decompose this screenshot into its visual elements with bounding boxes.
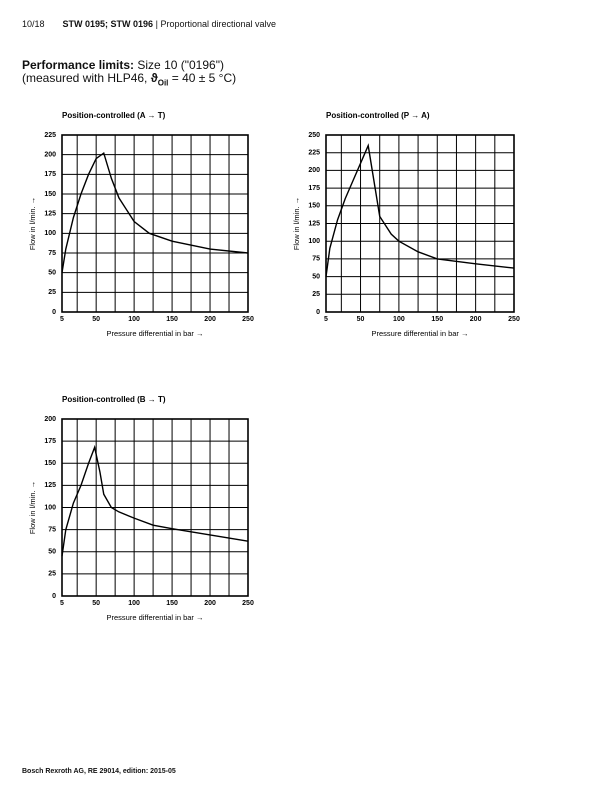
x-tick-label: 5 <box>324 316 328 323</box>
x-tick-label: 150 <box>166 600 178 607</box>
y-tick-label: 125 <box>44 482 56 489</box>
subject: Proportional directional valve <box>160 19 277 29</box>
y-tick-label: 125 <box>308 220 320 227</box>
y-tick-label: 250 <box>308 132 320 139</box>
x-axis-label: Pressure differential in bar → <box>107 613 204 622</box>
separator: | <box>155 19 158 29</box>
heading-text: Size 10 ("0196") <box>137 58 224 72</box>
y-tick-label: 0 <box>316 309 320 316</box>
y-tick-label: 100 <box>44 504 56 511</box>
x-tick-label: 200 <box>470 316 482 323</box>
y-tick-label: 200 <box>44 152 56 159</box>
x-tick-label: 5 <box>60 600 64 607</box>
y-tick-label: 75 <box>312 256 320 263</box>
y-tick-label: 125 <box>44 211 56 218</box>
curve <box>61 444 249 557</box>
x-tick-label: 250 <box>242 316 254 323</box>
y-tick-label: 75 <box>48 250 56 257</box>
x-tick-label: 200 <box>204 316 216 323</box>
y-axis-label: Flow in l/min. → <box>28 197 37 250</box>
x-tick-label: 5 <box>60 316 64 323</box>
y-tick-label: 25 <box>48 571 56 578</box>
x-tick-label: 200 <box>204 600 216 607</box>
y-tick-label: 200 <box>308 167 320 174</box>
heading-line: = 40 ± 5 °C) <box>168 71 237 85</box>
chart-title: Position-controlled (A → T) <box>62 111 166 120</box>
x-axis-label: Pressure differential in bar → <box>107 329 204 338</box>
y-axis-label: Flow in l/min. → <box>292 197 301 250</box>
y-tick-label: 0 <box>52 593 56 600</box>
x-tick-label: 150 <box>166 316 178 323</box>
symbol: ϑ <box>150 71 158 85</box>
plot-frame <box>325 134 515 313</box>
plot-frame <box>61 418 249 597</box>
footer: Bosch Rexroth AG, RE 29014, edition: 201… <box>22 768 176 775</box>
x-tick-label: 100 <box>393 316 405 323</box>
chart-title: Position-controlled (B → T) <box>62 395 166 404</box>
page-number: 10/18 <box>22 19 45 29</box>
x-tick-label: 100 <box>128 600 140 607</box>
y-tick-label: 25 <box>48 289 56 296</box>
y-tick-label: 225 <box>308 150 320 157</box>
chart-title: Position-controlled (P → A) <box>326 111 430 120</box>
y-tick-label: 175 <box>44 171 56 178</box>
y-tick-label: 75 <box>48 526 56 533</box>
y-tick-label: 150 <box>44 191 56 198</box>
x-tick-label: 250 <box>508 316 520 323</box>
subscript: Oil <box>157 78 169 88</box>
curve <box>325 143 515 277</box>
y-tick-label: 150 <box>44 460 56 467</box>
y-axis-label: Flow in l/min. → <box>28 481 37 534</box>
x-tick-label: 50 <box>92 316 100 323</box>
y-tick-label: 50 <box>48 549 56 556</box>
y-tick-label: 150 <box>308 203 320 210</box>
x-tick-label: 50 <box>357 316 365 323</box>
x-tick-label: 100 <box>128 316 140 323</box>
heading-bold: Performance limits: <box>22 58 135 72</box>
x-tick-label: 250 <box>242 600 254 607</box>
heading-line: (measured with HLP46, <box>22 71 151 85</box>
y-tick-label: 100 <box>44 230 56 237</box>
plot-frame <box>61 134 249 313</box>
y-tick-label: 50 <box>48 270 56 277</box>
y-tick-label: 225 <box>44 132 56 139</box>
y-tick-label: 50 <box>312 273 320 280</box>
y-tick-label: 175 <box>308 185 320 192</box>
x-axis-label: Pressure differential in bar → <box>372 329 469 338</box>
header: 10/18 STW 0195; STW 0196 | Proportional d… <box>22 19 276 29</box>
x-tick-label: 150 <box>431 316 443 323</box>
y-tick-label: 0 <box>52 309 56 316</box>
y-tick-label: 200 <box>44 416 56 423</box>
y-tick-label: 175 <box>44 438 56 445</box>
curve <box>61 151 249 273</box>
x-tick-label: 50 <box>92 600 100 607</box>
y-tick-label: 25 <box>312 291 320 298</box>
product: STW 0195; STW 0196 <box>62 19 154 29</box>
heading: Performance limits: Size 10 ("0196") (me… <box>22 59 236 89</box>
y-tick-label: 100 <box>308 238 320 245</box>
